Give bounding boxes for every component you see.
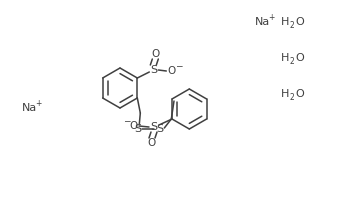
Text: O: O <box>148 138 156 148</box>
Text: O: O <box>130 121 138 131</box>
Text: +: + <box>268 13 274 21</box>
Text: 2: 2 <box>289 57 294 67</box>
Text: S: S <box>150 65 157 75</box>
Text: O: O <box>295 53 304 63</box>
Text: O: O <box>295 17 304 27</box>
Text: O: O <box>295 89 304 99</box>
Text: S: S <box>134 124 141 134</box>
Text: O: O <box>151 49 159 59</box>
Text: −: − <box>174 61 182 71</box>
Text: Na: Na <box>22 103 37 113</box>
Text: +: + <box>35 99 41 107</box>
Text: H: H <box>281 17 289 27</box>
Text: S: S <box>156 124 163 134</box>
Text: −: − <box>123 117 131 126</box>
Text: S: S <box>151 122 158 132</box>
Text: H: H <box>281 89 289 99</box>
Text: H: H <box>281 53 289 63</box>
Text: 2: 2 <box>289 21 294 31</box>
Text: O: O <box>167 66 176 76</box>
Text: 2: 2 <box>289 93 294 102</box>
Text: Na: Na <box>255 17 270 27</box>
